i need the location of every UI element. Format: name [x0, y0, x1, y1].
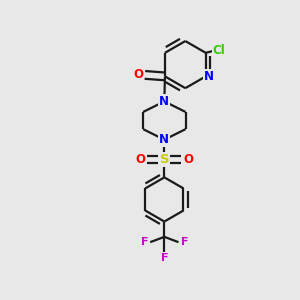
Text: Cl: Cl: [213, 44, 225, 57]
Text: S: S: [160, 153, 169, 166]
Text: F: F: [160, 254, 168, 263]
Text: N: N: [159, 133, 169, 146]
Text: O: O: [134, 68, 143, 81]
Text: F: F: [141, 237, 148, 247]
Text: N: N: [204, 70, 214, 83]
Text: O: O: [183, 153, 193, 166]
Text: N: N: [159, 95, 169, 108]
Text: F: F: [181, 237, 188, 247]
Text: O: O: [136, 153, 146, 166]
